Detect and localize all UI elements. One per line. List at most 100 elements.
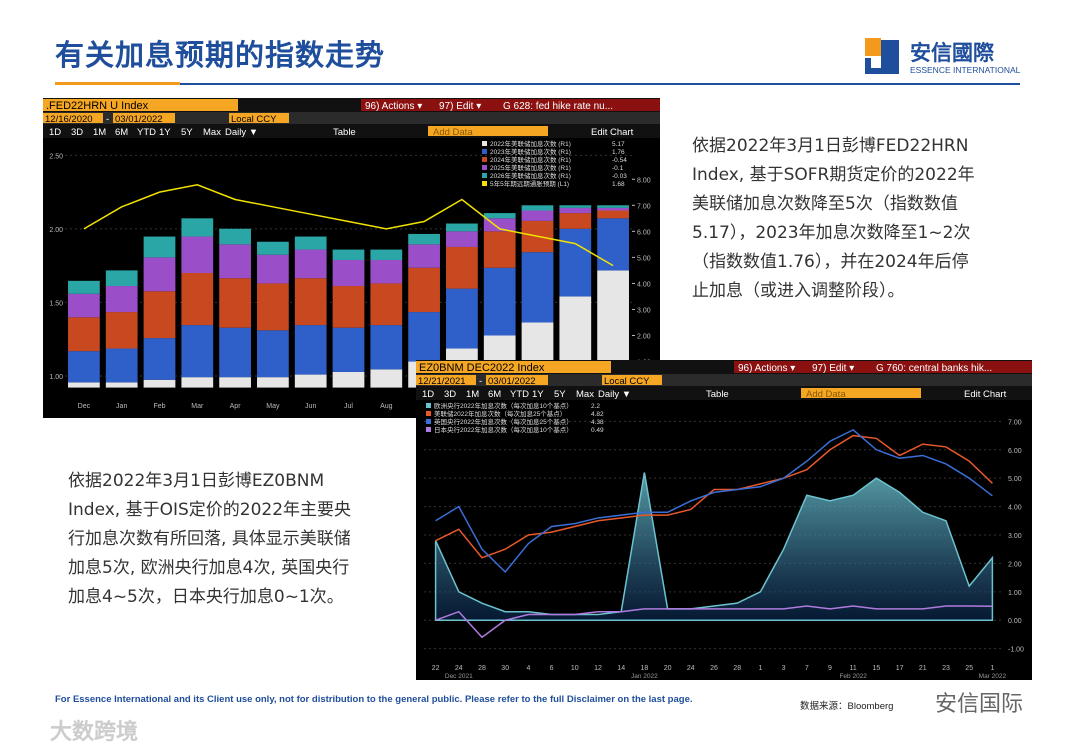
- legend-label: 2024年美联储加息次数 (R1): [490, 155, 571, 164]
- period-button[interactable]: Daily ▼: [225, 127, 258, 138]
- legend-swatch: [482, 149, 487, 154]
- period-button[interactable]: 6M: [488, 389, 501, 400]
- period-button[interactable]: YTD: [137, 127, 156, 138]
- menu-button[interactable]: 96) Actions ▾: [738, 363, 795, 374]
- ticker: .FED22HRN U Index: [46, 100, 149, 112]
- bar-segment: [559, 205, 592, 208]
- bar-segment: [559, 213, 592, 229]
- period-label: Mar 2022: [979, 673, 1007, 680]
- legend-label: 2022年美联储加息次数 (R1): [490, 139, 571, 148]
- period-button[interactable]: 1D: [422, 389, 434, 400]
- bar-segment: [597, 210, 629, 219]
- bar-segment: [143, 338, 176, 380]
- legend-value: 0.49: [591, 427, 604, 434]
- date-start: 12/16/2020: [45, 114, 93, 125]
- date-row: [43, 112, 660, 124]
- ccy-box: [229, 113, 289, 123]
- x-tick-label: 17: [896, 665, 904, 672]
- period-button[interactable]: 3D: [71, 127, 83, 138]
- text-line: 止加息（或进入调整阶段）。: [692, 281, 905, 301]
- screen-title: G 760: central banks hik...: [876, 363, 992, 374]
- edit-chart[interactable]: Edit Chart: [591, 127, 634, 138]
- text-line: 依据2022年3月1日彭博FED22HRN: [692, 136, 969, 156]
- bar-segment: [219, 244, 251, 279]
- period-button[interactable]: 6M: [115, 127, 128, 138]
- x-tick-label: Aug: [380, 403, 393, 410]
- x-tick-label: Jan: [116, 403, 127, 410]
- period-button[interactable]: 1M: [93, 127, 106, 138]
- menu-button[interactable]: 96) Actions ▾: [365, 101, 422, 112]
- legend-label: 英国央行2022年加息次数（每次加息25个基点）: [434, 417, 573, 426]
- text-line: 依据2022年3月1日彭博EZ0BNM: [68, 471, 325, 491]
- bar-segment: [446, 231, 478, 247]
- period-button[interactable]: 1M: [466, 389, 479, 400]
- menu-button[interactable]: 97) Edit ▾: [812, 363, 854, 374]
- period-button[interactable]: 1Y: [159, 127, 171, 138]
- y-tick-label: 1.50: [49, 300, 63, 307]
- text-line: 加息4~5次，日本央行加息0~1次。: [68, 587, 344, 607]
- period-label: Dec 2021: [445, 673, 473, 680]
- period-button[interactable]: Max: [576, 389, 594, 400]
- bar-segment: [181, 218, 214, 237]
- table-button[interactable]: Table: [333, 127, 356, 138]
- text-right: 依据2022年3月1日彭博FED22HRN Index, 基于SOFR期货定价的2…: [692, 132, 975, 306]
- y-tick-label: 2.00: [49, 227, 63, 234]
- bar-segment: [332, 286, 365, 328]
- line: [435, 434, 993, 559]
- y2-tick-label: 8.00: [637, 177, 651, 184]
- x-tick-label: Apr: [230, 403, 242, 410]
- bar-segment: [143, 379, 176, 388]
- legend-swatch: [482, 181, 487, 186]
- bar-segment: [597, 207, 629, 211]
- period-button[interactable]: 3D: [444, 389, 456, 400]
- bar-segment: [257, 330, 289, 378]
- text-line: 美联储加息次数降至5次（指数数值: [692, 194, 958, 214]
- date-box: [416, 375, 476, 385]
- bar-segment: [105, 382, 138, 388]
- x-tick-label: Mar: [191, 403, 204, 410]
- menu-bar: [361, 99, 660, 111]
- x-tick-label: 7: [805, 665, 809, 672]
- period-button[interactable]: 5Y: [181, 127, 193, 138]
- logo: 安信國際 ESSENCE INTERNATIONAL: [865, 38, 1021, 75]
- legend-label: 美联储2022年加息次数（每次加息25个基点）: [434, 409, 566, 418]
- period-button[interactable]: 1D: [49, 127, 61, 138]
- text-line: Index, 基于SOFR期货定价的2022年: [692, 165, 975, 185]
- bar-segment: [105, 286, 138, 313]
- bar-segment: [559, 228, 592, 297]
- text-line: （指数数值1.76），并在2024年后停: [692, 252, 969, 272]
- legend-value: 2.2: [591, 403, 600, 410]
- x-tick-label: 12: [594, 665, 602, 672]
- menu-button[interactable]: 97) Edit ▾: [439, 101, 481, 112]
- legend-label: 5年5年期远期通胀预期 (L1): [490, 179, 569, 188]
- period-button[interactable]: Max: [203, 127, 221, 138]
- period-button[interactable]: 1Y: [532, 389, 544, 400]
- legend-label: 欧洲央行2022年加息次数（每次加息10个基点）: [434, 401, 573, 410]
- date-sep: -: [479, 376, 482, 387]
- x-tick-label: 24: [455, 665, 463, 672]
- x-tick-label: Feb: [153, 403, 165, 410]
- add-box: [801, 388, 921, 398]
- bar-segment: [219, 327, 251, 378]
- x-tick-label: 10: [571, 665, 579, 672]
- legend-value: 5.17: [612, 141, 625, 148]
- legend-label: 2023年美联储加息次数 (R1): [490, 147, 571, 156]
- period-button[interactable]: Daily ▼: [598, 389, 631, 400]
- bar-segment: [181, 236, 214, 273]
- period-button[interactable]: 5Y: [554, 389, 566, 400]
- edit-chart[interactable]: Edit Chart: [964, 389, 1007, 400]
- bar-segment: [521, 252, 554, 323]
- bar-segment: [257, 254, 289, 284]
- text-line: 5.17），2023年加息次数降至1~2次: [692, 223, 971, 243]
- text-line: 行加息次数有所回落, 具体显示美联储: [68, 529, 351, 549]
- x-tick-label: 23: [942, 665, 950, 672]
- bar-segment: [370, 325, 403, 370]
- legend-value: 4.38: [591, 419, 604, 426]
- add-data: Add Data: [806, 389, 846, 400]
- period-button[interactable]: YTD: [510, 389, 529, 400]
- table-button[interactable]: Table: [706, 389, 729, 400]
- x-tick-label: 6: [550, 665, 554, 672]
- legend-value: 4.82: [591, 411, 604, 418]
- legend-label: 2026年美联储加息次数 (R1): [490, 171, 571, 180]
- watermark: 大数跨境: [50, 719, 139, 744]
